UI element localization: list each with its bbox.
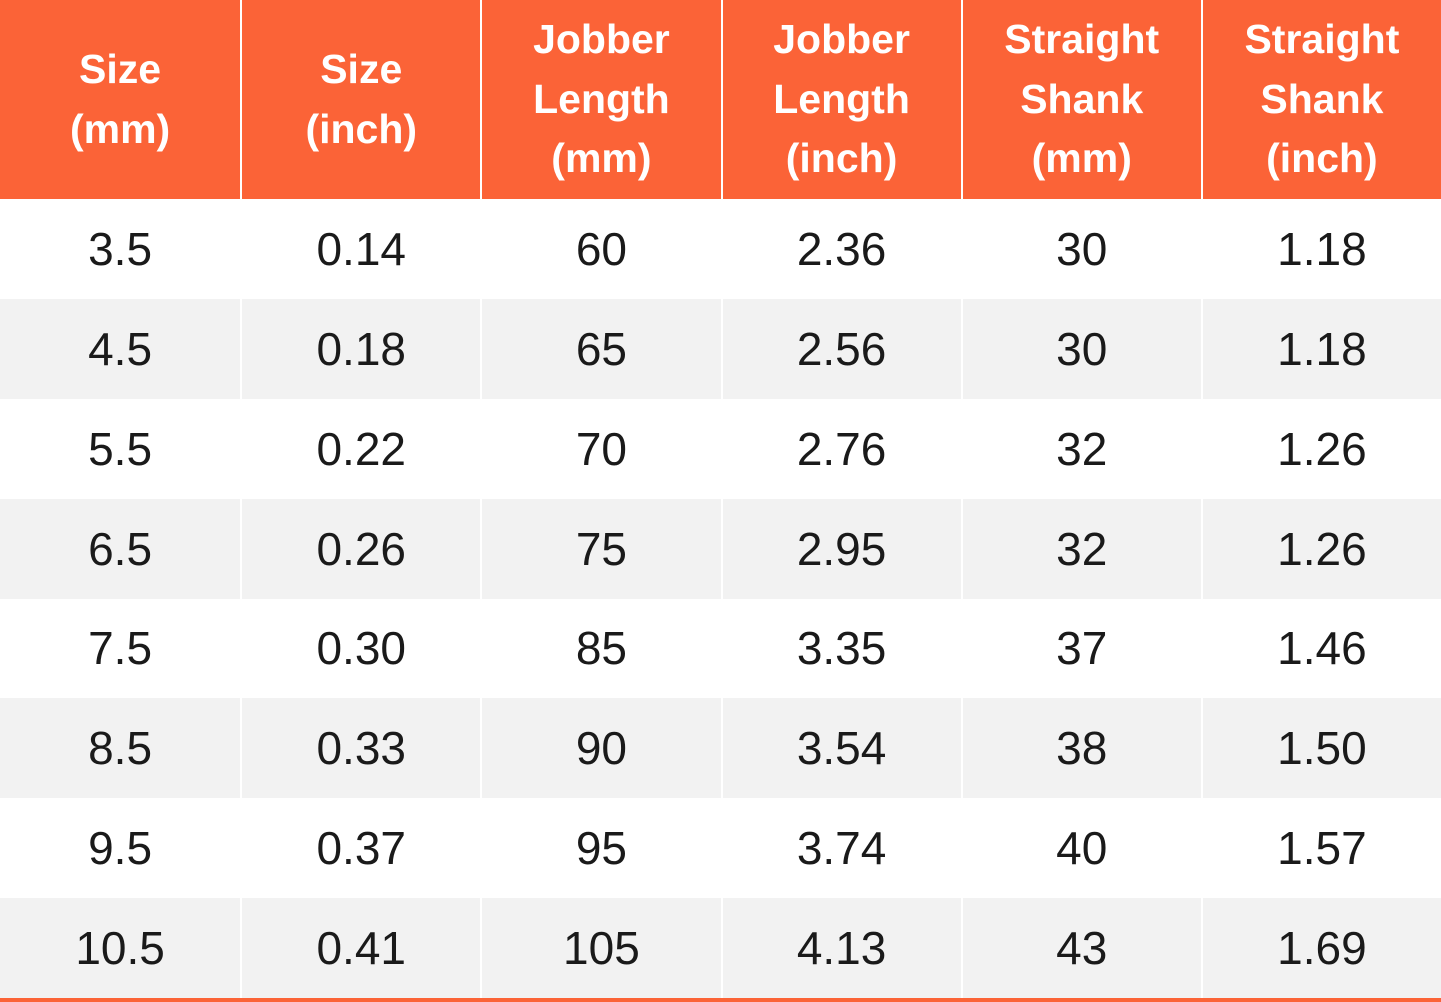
table-cell: 4.5 — [88, 322, 153, 375]
table-row: 4.5 0.18 65 2.56 30 1.18 — [0, 298, 1441, 399]
table-cell: 1.18 — [1200, 199, 1441, 299]
header-cell-straight-shank-mm: Straight Shank (mm) — [960, 0, 1201, 199]
table-cell: 1.50 — [1200, 698, 1441, 799]
table-cell: 2.56 — [720, 298, 961, 399]
table-cell: 0.14 — [240, 199, 480, 299]
table-cell: 8.5 — [88, 722, 153, 775]
table-cell: 0.41 — [240, 898, 480, 998]
table-body: 3.5 0.14 60 2.36 30 1.18 4.5 0.18 65 2.5… — [0, 199, 1441, 998]
table-cell: 9.5 — [88, 822, 153, 875]
table-cell: 10.5 — [75, 922, 165, 975]
table-cell: 4.13 — [720, 898, 961, 998]
table-cell: 0.37 — [240, 798, 480, 899]
table-row: 9.5 0.37 95 3.74 40 1.57 — [0, 798, 1441, 899]
table-cell: 3.74 — [720, 798, 961, 899]
table-cell: 2.95 — [720, 498, 961, 599]
table-cell: 32 — [960, 398, 1201, 499]
table-cell: 70 — [480, 398, 720, 499]
header-cell-jobber-length-mm: Jobber Length (mm) — [480, 0, 720, 199]
table-cell: 60 — [480, 199, 720, 299]
table-cell: 30 — [960, 199, 1201, 299]
table-cell: 1.57 — [1200, 798, 1441, 899]
table-cell: 40 — [960, 798, 1201, 899]
table-cell: 38 — [960, 698, 1201, 799]
table-cell: 1.69 — [1200, 898, 1441, 998]
table-cell: 1.18 — [1200, 298, 1441, 399]
table-row: 7.5 0.30 85 3.35 37 1.46 — [0, 598, 1441, 699]
table-cell: 1.46 — [1200, 598, 1441, 699]
table-row: 6.5 0.26 75 2.95 32 1.26 — [0, 498, 1441, 599]
table-cell: 3.54 — [720, 698, 961, 799]
table-cell: 90 — [480, 698, 720, 799]
table-header-row: Size (mm) Size (inch) Jobber Length (mm)… — [0, 0, 1441, 199]
table-cell: 6.5 — [88, 522, 153, 575]
table-cell: 95 — [480, 798, 720, 899]
table-cell: 0.30 — [240, 598, 480, 699]
table-cell: 0.18 — [240, 298, 480, 399]
table-cell: 37 — [960, 598, 1201, 699]
table-cell: 65 — [480, 298, 720, 399]
table-row: 3.5 0.14 60 2.36 30 1.18 — [0, 199, 1441, 299]
table-cell: 0.33 — [240, 698, 480, 799]
table-cell: 0.22 — [240, 398, 480, 499]
table-cell: 32 — [960, 498, 1201, 599]
header-cell-jobber-length-inch: Jobber Length (inch) — [720, 0, 961, 199]
table-cell: 85 — [480, 598, 720, 699]
table-cell: 0.26 — [240, 498, 480, 599]
table-cell: 105 — [480, 898, 720, 998]
header-cell-size-mm: Size (mm) — [69, 46, 171, 152]
table-cell: 3.35 — [720, 598, 961, 699]
table-cell: 1.26 — [1200, 398, 1441, 499]
table-cell: 2.76 — [720, 398, 961, 499]
table-row: 10.5 0.41 105 4.13 43 1.69 — [0, 898, 1441, 998]
table-cell: 2.36 — [720, 199, 961, 299]
header-cell-straight-shank-inch: Straight Shank (inch) — [1200, 0, 1441, 199]
table-cell: 75 — [480, 498, 720, 599]
table-cell: 5.5 — [88, 422, 153, 475]
table-cell: 30 — [960, 298, 1201, 399]
table-cell: 1.26 — [1200, 498, 1441, 599]
table-cell: 3.5 — [88, 222, 153, 275]
table-cell: 7.5 — [88, 622, 153, 675]
table-row: 8.5 0.33 90 3.54 38 1.50 — [0, 698, 1441, 799]
table-row: 5.5 0.22 70 2.76 32 1.26 — [0, 398, 1441, 499]
header-cell-size-inch: Size (inch) — [240, 0, 480, 199]
table-cell: 43 — [960, 898, 1201, 998]
